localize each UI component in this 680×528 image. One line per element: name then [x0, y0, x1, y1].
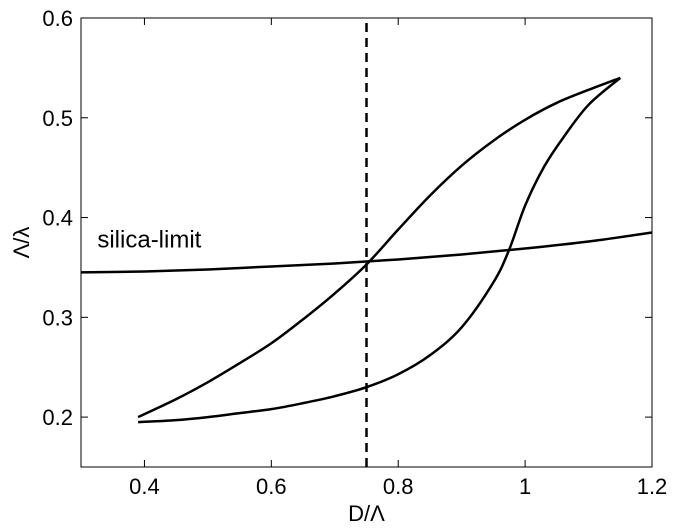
- series-layer: [80, 18, 653, 467]
- x-tick-label: 0.6: [256, 474, 287, 499]
- x-tick-label: 0.4: [129, 474, 160, 499]
- x-tick-label: 1.2: [637, 474, 668, 499]
- y-tick-label: 0.4: [42, 206, 73, 231]
- y-tick-label: 0.2: [42, 405, 73, 430]
- x-tick-label: 1: [519, 474, 531, 499]
- y-tick-label: 0.5: [42, 106, 73, 131]
- x-tick-label: 0.8: [383, 474, 414, 499]
- series-line-2: [138, 76, 622, 424]
- series-line-1: [137, 76, 621, 419]
- y-axis-label: Λ/λ: [9, 227, 34, 259]
- annotation-label: silica-limit: [97, 227, 201, 254]
- series-line-3: [80, 231, 653, 274]
- ticks-layer: 0.4 0.6 0.8 1 1.2 0.2 0.3 0.4 0.5 0.6: [42, 6, 667, 499]
- x-axis-label: D/Λ: [348, 501, 385, 523]
- y-tick-label: 0.6: [42, 6, 73, 31]
- y-tick-label: 0.3: [42, 305, 73, 330]
- labels-layer: D/Λ Λ/λ: [9, 227, 385, 526]
- annotation-layer: silica-limit: [97, 227, 201, 254]
